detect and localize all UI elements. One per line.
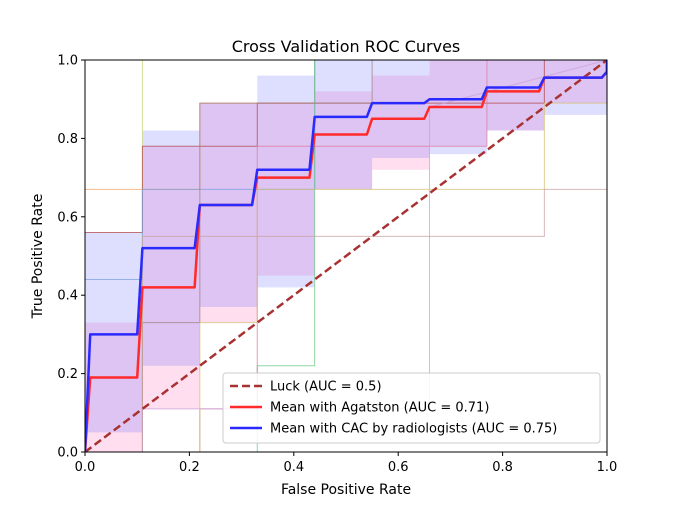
y-tick-label: 0.8 bbox=[57, 132, 78, 147]
legend: Luck (AUC = 0.5) Mean with Agatston (AUC … bbox=[222, 372, 601, 444]
y-tick-label: 0.6 bbox=[57, 210, 78, 225]
series-line-0 bbox=[85, 60, 607, 452]
x-tick-label: 0.4 bbox=[283, 460, 304, 475]
legend-label-0: Luck (AUC = 0.5) bbox=[270, 380, 382, 395]
x-tick-label: 1.0 bbox=[597, 460, 618, 475]
y-tick-label: 1.0 bbox=[57, 54, 78, 69]
y-tick-label: 0.0 bbox=[57, 446, 78, 461]
x-tick-label: 0.6 bbox=[388, 460, 409, 475]
x-tick-label: 0.0 bbox=[75, 460, 96, 475]
legend-label-1: Mean with Agatston (AUC = 0.71) bbox=[270, 401, 489, 416]
y-axis-ticks: 0.0 0.2 0.4 0.6 0.8 1.0 bbox=[57, 54, 85, 461]
confidence-band-0 bbox=[85, 60, 607, 452]
fold-curve-8 bbox=[85, 102, 607, 452]
fold-curve-4 bbox=[85, 60, 607, 452]
x-tick-label: 0.8 bbox=[492, 460, 513, 475]
x-axis-ticks: 0.0 0.2 0.4 0.6 0.8 1.0 bbox=[75, 452, 618, 475]
y-tick-label: 0.4 bbox=[57, 289, 78, 304]
x-tick-label: 0.2 bbox=[179, 460, 200, 475]
legend-label-2: Mean with CAC by radiologists (AUC = 0.7… bbox=[270, 422, 557, 437]
fold-curve-9 bbox=[85, 188, 607, 452]
fold-curve-3 bbox=[85, 60, 607, 452]
legend-box bbox=[222, 372, 601, 444]
mean-roc-curves bbox=[85, 60, 607, 452]
chart-title: Cross Validation ROC Curves bbox=[232, 37, 461, 56]
plot-frame bbox=[84, 59, 608, 453]
confidence-band-1 bbox=[85, 60, 607, 433]
y-tick-label: 0.2 bbox=[57, 367, 78, 382]
x-axis-label: False Positive Rate bbox=[281, 482, 411, 498]
confidence-bands bbox=[85, 60, 607, 452]
series-line-2 bbox=[85, 60, 607, 452]
y-axis-label: True Positive Rate bbox=[30, 194, 46, 320]
